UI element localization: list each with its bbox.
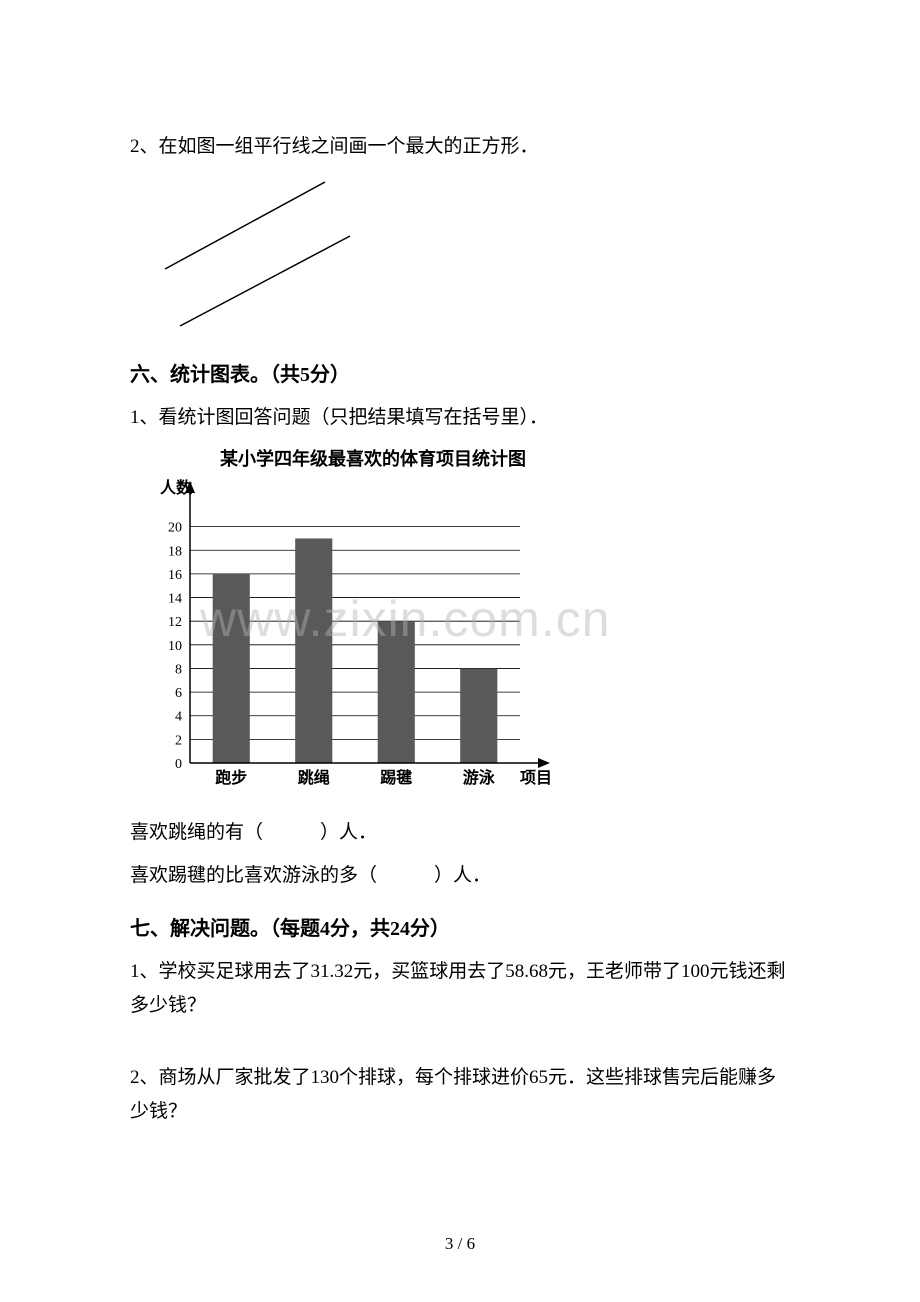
question-7-1-text: 1、学校买足球用去了31.32元，买篮球用去了58.68元，王老师带了100元钱… [130, 955, 790, 1023]
svg-text:2: 2 [175, 734, 182, 749]
question-7-2-text: 2、商场从厂家批发了130个排球，每个排球进价65元．这些排球售完后能赚多少钱？ [130, 1061, 790, 1129]
section-6-heading: 六、统计图表。（共5分） [130, 357, 790, 393]
parallel-lines-svg [150, 174, 370, 334]
question-2-text: 2、在如图一组平行线之间画一个最大的正方形． [130, 130, 790, 164]
svg-text:20: 20 [168, 521, 182, 536]
svg-text:10: 10 [168, 639, 182, 654]
svg-text:14: 14 [168, 592, 182, 607]
chart-title: 某小学四年级最喜欢的体育项目统计图 [220, 445, 790, 471]
page-number: 3 / 6 [0, 1234, 920, 1254]
svg-text:项目: 项目 [520, 769, 552, 787]
svg-text:18: 18 [168, 545, 182, 560]
spacer [130, 1031, 790, 1061]
svg-text:游泳: 游泳 [463, 768, 496, 787]
svg-text:12: 12 [168, 616, 182, 631]
svg-text:0: 0 [175, 757, 182, 772]
svg-text:踢毽: 踢毽 [380, 768, 412, 787]
question-6-sub2: 喜欢踢毽的比喜欢游泳的多（ ）人． [130, 859, 790, 893]
question-6-sub1: 喜欢跳绳的有（ ）人． [130, 816, 790, 850]
svg-text:跳绳: 跳绳 [298, 768, 330, 787]
svg-text:跑步: 跑步 [215, 768, 247, 787]
parallel-lines-figure [150, 174, 790, 339]
svg-text:6: 6 [175, 686, 182, 701]
svg-text:16: 16 [168, 568, 182, 583]
svg-text:8: 8 [175, 663, 182, 678]
bar-chart-container: 某小学四年级最喜欢的体育项目统计图 人数02468101214161820跑步跳… [140, 445, 790, 808]
section-7-heading: 七、解决问题。（每题4分，共24分） [130, 911, 790, 947]
svg-text:4: 4 [175, 710, 182, 725]
question-6-1-text: 1、看统计图回答问题（只把结果填写在括号里）． [130, 401, 790, 435]
bar-chart: 人数02468101214161820跑步跳绳踢毽游泳项目 [140, 473, 570, 803]
